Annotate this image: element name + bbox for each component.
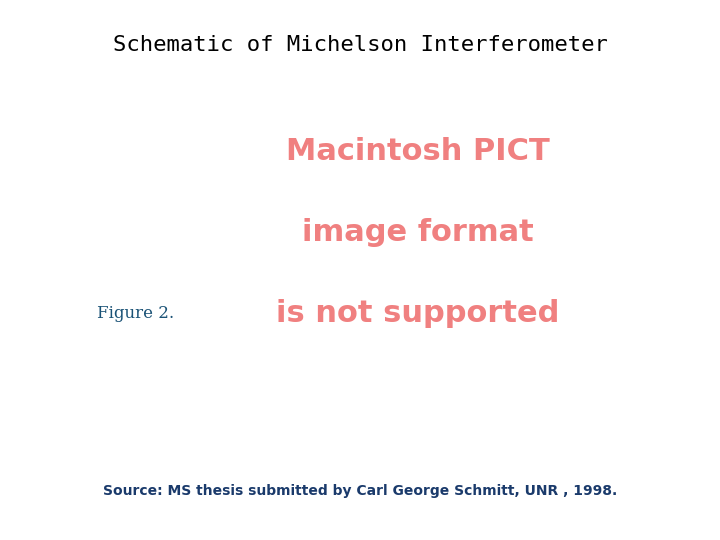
Text: Schematic of Michelson Interferometer: Schematic of Michelson Interferometer bbox=[112, 35, 608, 55]
Text: Figure 2.: Figure 2. bbox=[97, 305, 174, 322]
Text: is not supported: is not supported bbox=[276, 299, 559, 328]
Text: image format: image format bbox=[302, 218, 534, 247]
Text: Macintosh PICT: Macintosh PICT bbox=[286, 137, 549, 166]
Text: Source: MS thesis submitted by Carl George Schmitt, UNR , 1998.: Source: MS thesis submitted by Carl Geor… bbox=[103, 484, 617, 498]
